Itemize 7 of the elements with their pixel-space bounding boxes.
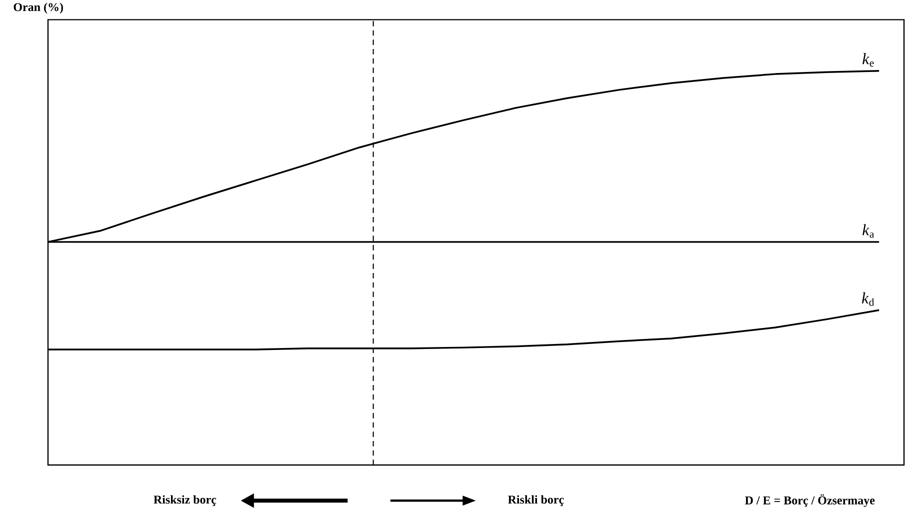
series-label: k$_{e}$	[862, 53, 874, 67]
x-axis-title: D / E = Borç / Özsermaye	[744, 494, 875, 507]
y-axis-title: Oran (%)	[14, 2, 63, 14]
series-label: k$_{a}$	[862, 224, 874, 238]
text: Riskli borç	[508, 495, 564, 506]
series-label: k$_{d}$	[862, 292, 874, 306]
text: Risksiz borç	[154, 495, 216, 506]
